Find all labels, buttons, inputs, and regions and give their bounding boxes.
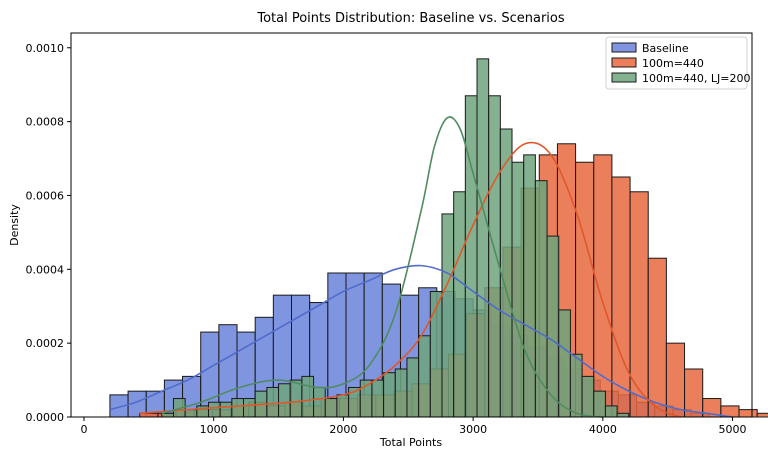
legend-label: Baseline	[642, 42, 689, 55]
legend-swatch	[611, 72, 637, 83]
histogram-bar	[581, 375, 595, 418]
x-tick-label: 3000	[459, 423, 487, 436]
kde-line-2	[161, 116, 603, 418]
histogram-bar	[616, 412, 630, 418]
histogram-bar	[569, 353, 583, 418]
histogram-bar	[289, 379, 303, 418]
histogram-bar	[756, 412, 768, 418]
legend-label: 100m=440	[642, 57, 704, 70]
histogram-bar	[208, 401, 221, 418]
y-tick-label: 0.0000	[26, 411, 65, 424]
histogram-bar	[278, 383, 291, 418]
kde-line-0	[109, 264, 733, 418]
y-tick-label: 0.0006	[26, 189, 65, 202]
chart-title: Total Points Distribution: Baseline vs. …	[256, 11, 565, 26]
histogram-bar	[394, 368, 408, 418]
histogram-bar	[523, 154, 536, 418]
y-axis: 0.0000 0.0002 0.0004 0.0006 0.0008 0.0010	[26, 42, 71, 424]
kde-layer	[109, 116, 733, 418]
histogram-bar	[488, 95, 501, 418]
histogram-bar	[593, 390, 606, 418]
histogram-bar	[219, 401, 233, 418]
legend: Baseline 100m=440 100m=440, LJ=200	[605, 36, 751, 90]
histogram-bar	[738, 409, 758, 418]
x-tick-label: 1000	[200, 423, 228, 436]
histogram-bar	[441, 213, 455, 418]
legend-swatch	[611, 57, 637, 68]
y-tick-label: 0.0008	[26, 116, 65, 129]
x-axis-title: Total Points	[379, 436, 442, 449]
histogram-bar	[266, 386, 280, 418]
y-tick-label: 0.0004	[26, 263, 65, 276]
x-tick-label: 4000	[589, 423, 617, 436]
plot-frame	[70, 32, 753, 418]
x-tick-label: 5000	[719, 423, 747, 436]
legend-label: 100m=440, LJ=200	[642, 72, 751, 85]
y-tick-label: 0.0002	[26, 337, 65, 350]
histogram-bar	[336, 394, 350, 418]
histogram-bar	[324, 398, 338, 418]
legend-swatch	[611, 42, 637, 53]
histogram-bar	[558, 309, 571, 418]
plot-area	[70, 32, 768, 418]
legend-box	[605, 36, 748, 90]
histogram-bar	[611, 176, 631, 418]
y-tick-label: 0.0010	[26, 42, 65, 55]
histogram-bar	[511, 161, 525, 418]
histogram-bar	[301, 375, 315, 418]
histogram-bar	[161, 412, 174, 418]
histogram-bar	[604, 405, 618, 418]
histogram-bar	[418, 335, 431, 418]
bars-layer	[109, 58, 768, 418]
histogram-bar	[383, 372, 396, 418]
histogram-bar	[371, 379, 385, 418]
histogram-bar	[647, 257, 667, 418]
histogram-bar	[453, 191, 466, 418]
x-tick-label: 2000	[329, 423, 357, 436]
kde-line-1	[139, 141, 681, 418]
histogram-bar	[243, 398, 256, 418]
histogram-bar	[665, 342, 686, 418]
histogram-bar	[499, 128, 513, 418]
histogram-bar	[684, 368, 704, 418]
histogram-bar	[464, 95, 478, 418]
histogram-bar	[184, 409, 198, 418]
histogram-bar	[231, 398, 245, 418]
y-axis-title: Density	[8, 204, 21, 246]
histogram-bar	[593, 154, 613, 418]
series-bars-2	[161, 58, 630, 418]
histogram-bar	[313, 386, 326, 418]
histogram-bar	[429, 290, 443, 418]
x-axis: 0 1000 2000 3000 4000 5000	[80, 417, 747, 436]
x-tick-label: 0	[80, 423, 87, 436]
histogram-bar	[629, 191, 649, 418]
histogram-bar	[406, 357, 420, 418]
histogram-bar	[546, 235, 560, 418]
histogram-bar	[476, 58, 490, 418]
